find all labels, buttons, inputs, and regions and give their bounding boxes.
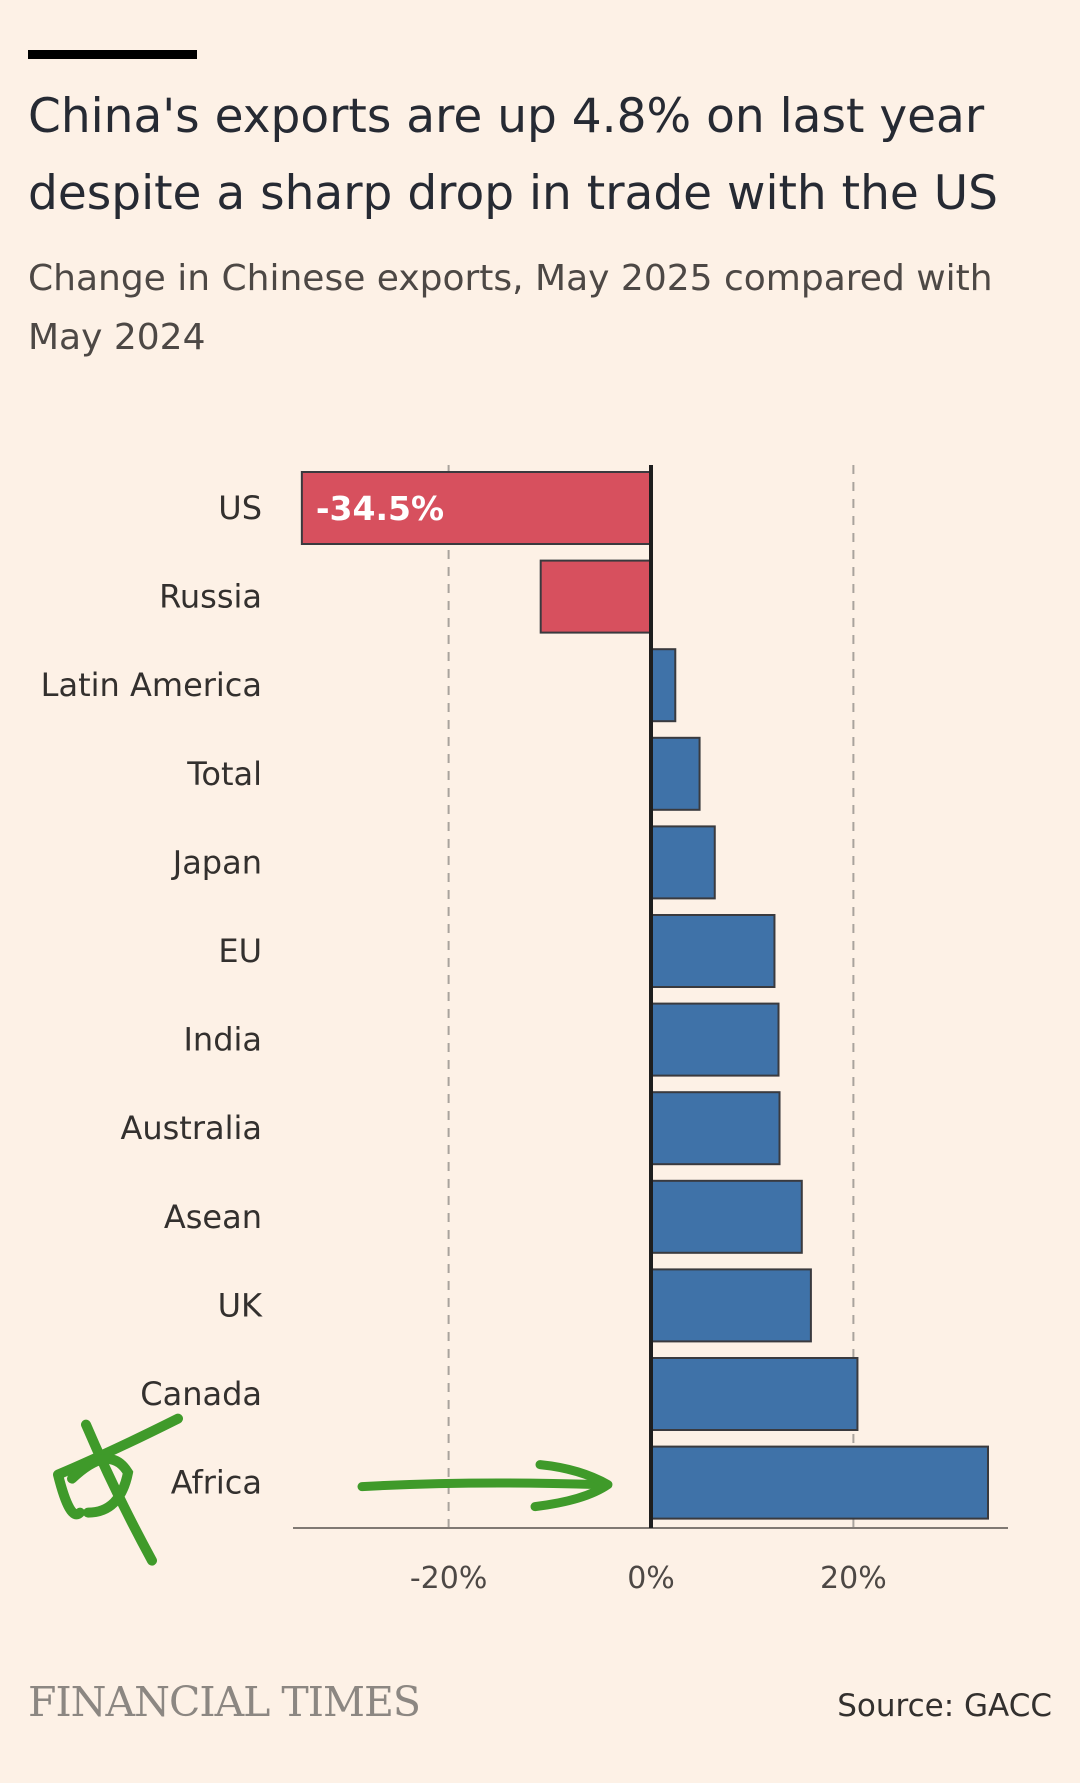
bar-asean	[650, 1179, 803, 1254]
bar-japan	[650, 825, 716, 900]
bar-canada	[650, 1357, 859, 1431]
category-label-total: Total	[186, 755, 262, 793]
annotation-arrow-head	[530, 1460, 613, 1512]
tick-label-2: 20%	[820, 1561, 887, 1596]
bar-africa	[650, 1445, 989, 1520]
bar-india	[650, 1002, 780, 1077]
annotation-arrow-shaft	[357, 1478, 605, 1492]
category-label-japan: Japan	[171, 843, 262, 881]
category-label-asean: Asean	[164, 1198, 262, 1236]
category-label-us: US	[218, 489, 262, 527]
bar-australia	[650, 1091, 781, 1166]
chart-subtitle: Change in Chinese exports, May 2025 comp…	[28, 258, 993, 358]
category-label-russia: Russia	[159, 578, 262, 616]
bar-russia	[539, 559, 653, 634]
category-label-africa: Africa	[171, 1464, 262, 1502]
bar-us	[300, 471, 652, 545]
top-rule	[28, 50, 197, 59]
category-label-canada: Canada	[140, 1375, 262, 1413]
category-label-india: India	[183, 1021, 262, 1059]
tick-label-0: -20%	[410, 1561, 488, 1596]
annotation-cross-loop	[67, 1453, 134, 1518]
bar-latin-america	[650, 648, 677, 723]
annotation-cross-stroke-2	[53, 1413, 183, 1520]
bar-total	[650, 736, 701, 811]
tick-label-1: 0%	[627, 1561, 675, 1596]
category-label-uk: UK	[218, 1286, 263, 1324]
category-label-latin-america: Latin America	[41, 666, 262, 704]
category-label-eu: EU	[218, 932, 262, 970]
chart-title: China's exports are up 4.8% on last year…	[28, 89, 998, 221]
bar-uk	[650, 1268, 812, 1343]
financial-times-logo: FINANCIAL TIMES	[28, 1678, 421, 1726]
data-label-us: -34.5%	[316, 489, 444, 528]
bar-eu	[650, 914, 776, 988]
source-note: Source: GACC	[837, 1688, 1052, 1724]
category-label-australia: Australia	[120, 1109, 262, 1147]
